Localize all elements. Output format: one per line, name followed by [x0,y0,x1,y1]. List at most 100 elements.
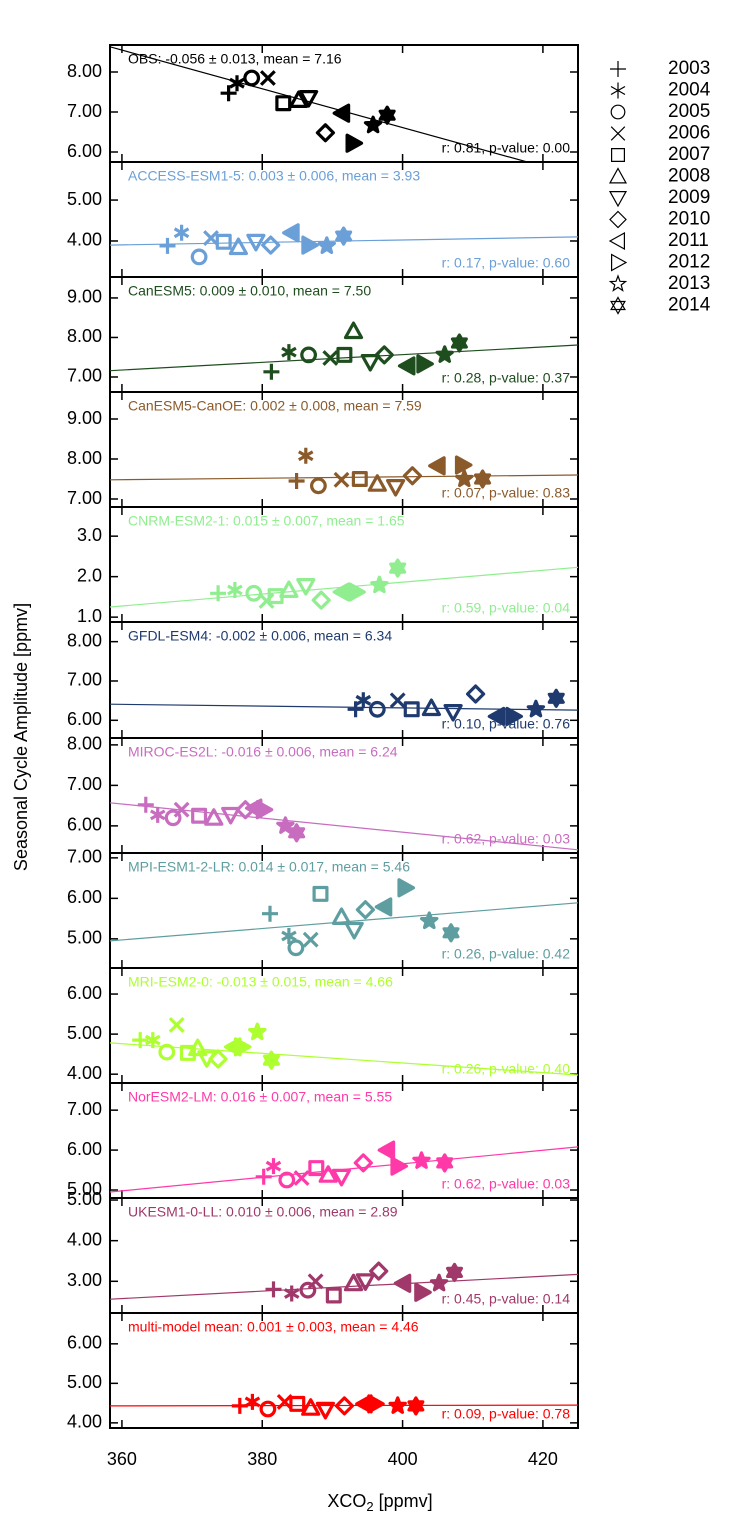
panel-frame [109,1312,579,1429]
panel: 4.00 5.00 6.00 MRI-ESM2-0: -0.013 ± 0.015, … [67,967,579,1084]
panel: 4.00 5.00 ACCESS-ESM1-5: 0.003 ± 0.006, me… [67,161,579,278]
y-tick-label: 6.00 [67,1333,102,1353]
point [188,1038,208,1057]
panel-stats: r: 0.28, p-value: 0.37 [442,370,571,386]
point [318,1165,338,1183]
point [403,701,420,718]
point [259,70,276,86]
point [312,885,329,902]
point [389,692,406,709]
point [289,90,309,108]
panel: 5.00 6.00 7.00 MPI-ESM1-2-LR: 0.014 ± 0.017… [67,847,579,969]
point [347,701,364,718]
point [220,85,237,102]
point [343,321,364,340]
point [416,354,434,374]
point [301,235,319,255]
point [505,706,523,726]
point [150,806,166,823]
panel: 6.00 7.00 8.00 GFDL-ESM4: -0.002 ± 0.006, m… [67,621,579,739]
point [367,474,387,492]
legend-label: 2014 [668,295,711,316]
point [246,233,266,252]
point [355,1273,375,1291]
point [443,704,463,722]
y-tick-label: 9.00 [67,287,102,307]
point [466,684,486,704]
point [402,466,422,486]
legend-label: 2003 [668,58,710,79]
point [293,1170,310,1186]
point [258,592,275,609]
point [348,582,366,602]
point [526,699,546,718]
point [159,237,176,254]
point [378,105,396,125]
point [322,350,339,366]
x-tick-label: 360 [107,1449,137,1469]
y-tick-label: 3.00 [67,1270,102,1290]
point [302,931,319,948]
legend-label: 2007 [668,144,710,165]
panel: 3.00 4.00 5.00 UKESM1-0-LL: 0.010 ± 0.006, … [67,1189,579,1314]
legend-label: 2011 [668,230,709,251]
legend-symbol [611,253,628,272]
point [363,115,383,134]
point [255,1168,272,1185]
point [442,923,460,943]
y-tick-label: 7.00 [67,488,102,508]
point [296,578,316,596]
legend-symbol [610,296,626,315]
y-tick-label: 8.00 [67,630,102,650]
y-tick-label: 6.00 [67,815,102,835]
point [284,1285,300,1302]
y-tick-label: 4.00 [67,1412,102,1432]
legend-label: 2009 [668,187,710,208]
legend-symbol [609,210,627,229]
point [276,1393,293,1410]
legend-symbol [610,104,626,120]
legend-symbol [608,167,628,184]
point [145,1032,161,1049]
panel-stats: r: 0.26, p-value: 0.40 [442,1061,571,1077]
point [331,907,352,925]
legend-symbol [610,82,626,99]
legend-label: 2013 [668,273,710,294]
legend-symbol [610,61,626,77]
point [336,346,353,363]
point [137,796,154,813]
point [221,806,241,825]
point [248,1022,267,1041]
fit-line [110,1042,578,1076]
plot-area [110,1261,578,1304]
plot-area [110,558,578,610]
panel-title: CanESM5: 0.009 ± 0.010, mean = 7.50 [128,283,371,299]
y-tick-label: 5.00 [67,1023,102,1043]
point [288,473,305,489]
panel: 5.00 6.00 7.00 NorESM2-LM: 0.016 ± 0.007, m… [67,1082,579,1199]
point [390,1156,408,1176]
point [315,1401,335,1420]
y-tick-label: 6.00 [67,709,102,729]
panel-stats: r: 0.17, p-value: 0.60 [442,255,571,271]
y-tick-label: 7.00 [67,101,102,121]
point [276,816,295,834]
plot-area [110,684,578,726]
panel-title: OBS: -0.056 ± 0.013, mean = 7.16 [128,51,342,67]
point [355,692,372,709]
point [300,346,317,364]
panel-title: CanESM5-CanOE: 0.002 ± 0.008, mean = 7.5… [128,398,422,414]
point [158,1043,176,1061]
point [203,230,219,247]
legend-label: 2004 [668,80,711,101]
point [307,1273,324,1290]
panel: 7.00 8.00 9.00 CanESM5-CanOE: 0.002 ± 0.008… [67,391,579,508]
point [267,588,284,605]
point [229,75,245,92]
point [332,103,351,123]
point [259,1400,277,1418]
point [397,356,416,376]
point [367,1394,385,1414]
point [298,447,314,464]
